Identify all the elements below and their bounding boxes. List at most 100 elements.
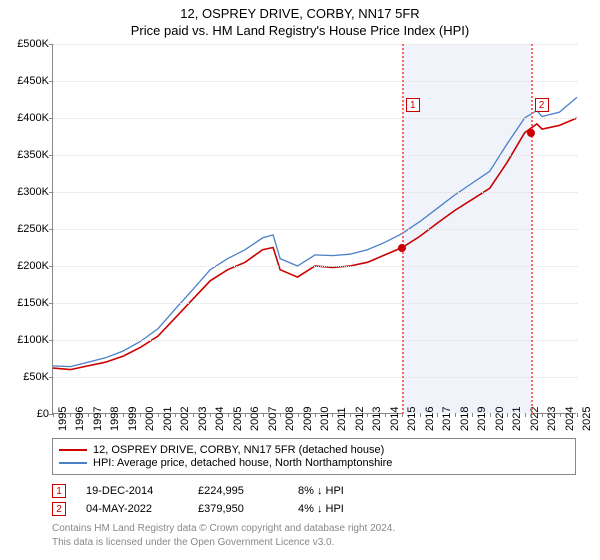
x-tick	[367, 413, 368, 417]
transaction-row: 204-MAY-2022£379,9504% ↓ HPI	[52, 500, 398, 518]
x-tick	[437, 413, 438, 417]
x-axis-label: 2015	[406, 407, 418, 431]
gridline	[53, 377, 577, 378]
plot-region: £0£50K£100K£150K£200K£250K£300K£350K£400…	[52, 44, 576, 414]
x-axis-label: 2023	[546, 407, 558, 431]
x-axis-label: 2011	[336, 407, 348, 431]
x-tick	[542, 413, 543, 417]
x-tick	[577, 413, 578, 417]
x-tick	[105, 413, 106, 417]
x-tick	[53, 413, 54, 417]
gridline	[53, 192, 577, 193]
x-axis-label: 2009	[302, 407, 314, 431]
x-tick	[525, 413, 526, 417]
transaction-delta: 4% ↓ HPI	[298, 503, 398, 515]
x-axis-label: 1999	[127, 407, 139, 431]
x-axis-label: 2010	[319, 407, 331, 431]
event-marker: 1	[406, 98, 420, 112]
legend-box: 12, OSPREY DRIVE, CORBY, NN17 5FR (detac…	[52, 438, 576, 475]
chart-container: 12, OSPREY DRIVE, CORBY, NN17 5FR Price …	[0, 0, 600, 560]
x-tick	[280, 413, 281, 417]
x-axis-label: 2002	[179, 407, 191, 431]
gridline	[53, 155, 577, 156]
x-tick	[315, 413, 316, 417]
transaction-marker: 1	[52, 484, 66, 498]
footer-attribution: Contains HM Land Registry data © Crown c…	[52, 522, 395, 549]
x-tick	[298, 413, 299, 417]
footer-line2: This data is licensed under the Open Gov…	[52, 536, 395, 550]
x-axis-label: 2016	[424, 407, 436, 431]
x-tick	[472, 413, 473, 417]
x-tick	[455, 413, 456, 417]
x-tick	[140, 413, 141, 417]
x-tick	[123, 413, 124, 417]
transaction-date: 19-DEC-2014	[86, 485, 198, 497]
x-tick	[507, 413, 508, 417]
x-axis-label: 2019	[476, 407, 488, 431]
transaction-delta: 8% ↓ HPI	[298, 485, 398, 497]
y-axis-label: £0	[5, 408, 49, 420]
y-axis-label: £150K	[5, 297, 49, 309]
gridline	[53, 118, 577, 119]
x-axis-label: 2018	[459, 407, 471, 431]
gridline	[53, 81, 577, 82]
x-tick	[332, 413, 333, 417]
x-axis-label: 2025	[581, 407, 593, 431]
x-tick	[88, 413, 89, 417]
transaction-row: 1 19-DEC-2014£224,9958% ↓ HPI	[52, 482, 398, 500]
x-axis-label: 2001	[162, 407, 174, 431]
x-axis-label: 1997	[92, 407, 104, 431]
legend-label: 12, OSPREY DRIVE, CORBY, NN17 5FR (detac…	[93, 444, 384, 456]
gridline	[53, 303, 577, 304]
x-axis-label: 2005	[232, 407, 244, 431]
y-axis-label: £450K	[5, 75, 49, 87]
x-axis-label: 2007	[267, 407, 279, 431]
x-tick	[70, 413, 71, 417]
transaction-price: £224,995	[198, 485, 298, 497]
transaction-date: 04-MAY-2022	[86, 503, 198, 515]
y-axis-label: £350K	[5, 149, 49, 161]
x-axis-label: 1998	[109, 407, 121, 431]
x-axis-label: 2000	[144, 407, 156, 431]
event-vline	[402, 44, 404, 414]
chart-area: £0£50K£100K£150K£200K£250K£300K£350K£400…	[52, 44, 576, 414]
event-vline	[531, 44, 533, 414]
transaction-marker: 2	[52, 502, 66, 516]
chart-title: 12, OSPREY DRIVE, CORBY, NN17 5FR	[0, 0, 600, 21]
x-tick	[193, 413, 194, 417]
gridline	[53, 266, 577, 267]
x-axis-label: 2017	[441, 407, 453, 431]
y-axis-label: £50K	[5, 371, 49, 383]
x-tick	[263, 413, 264, 417]
x-axis-label: 2014	[389, 407, 401, 431]
legend-label: HPI: Average price, detached house, Nort…	[93, 457, 392, 469]
x-axis-label: 2003	[197, 407, 209, 431]
x-axis-label: 1995	[57, 407, 69, 431]
footer-line1: Contains HM Land Registry data © Crown c…	[52, 522, 395, 536]
x-axis-label: 2008	[284, 407, 296, 431]
transaction-dot	[527, 129, 535, 137]
x-axis-label: 2024	[564, 407, 576, 431]
x-axis-label: 1996	[74, 407, 86, 431]
transaction-table: 1 19-DEC-2014£224,9958% ↓ HPI 2 04-MAY-2022…	[52, 482, 398, 518]
gridline	[53, 229, 577, 230]
x-tick	[158, 413, 159, 417]
x-tick	[210, 413, 211, 417]
x-tick	[228, 413, 229, 417]
chart-subtitle: Price paid vs. HM Land Registry's House …	[0, 21, 600, 38]
y-axis-label: £400K	[5, 112, 49, 124]
legend-item: 12, OSPREY DRIVE, CORBY, NN17 5FR (detac…	[59, 444, 569, 456]
y-axis-label: £250K	[5, 223, 49, 235]
series-line	[53, 97, 577, 366]
x-tick	[245, 413, 246, 417]
y-axis-label: £300K	[5, 186, 49, 198]
legend-item: HPI: Average price, detached house, Nort…	[59, 457, 569, 469]
transaction-dot	[398, 244, 406, 252]
x-axis-label: 2004	[214, 407, 226, 431]
x-tick	[420, 413, 421, 417]
legend-swatch	[59, 449, 87, 451]
x-tick	[175, 413, 176, 417]
x-axis-label: 2021	[511, 407, 523, 431]
gridline	[53, 44, 577, 45]
x-tick	[385, 413, 386, 417]
